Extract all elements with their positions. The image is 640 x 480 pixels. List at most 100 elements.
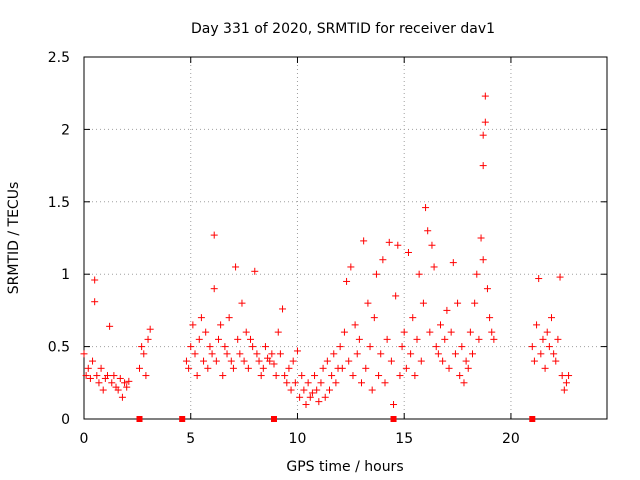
data-point <box>415 270 423 278</box>
data-point <box>210 285 218 293</box>
data-point <box>377 350 385 358</box>
data-point <box>118 393 126 401</box>
data-point <box>289 357 297 365</box>
data-point <box>466 328 474 336</box>
data-point <box>347 263 355 271</box>
data-point <box>270 360 278 368</box>
data-point <box>185 364 193 372</box>
data-point <box>210 231 218 239</box>
data-point <box>530 357 538 365</box>
data-point <box>125 377 133 385</box>
data-point <box>358 379 366 387</box>
data-point <box>439 357 447 365</box>
data-point <box>323 357 331 365</box>
data-point <box>475 335 483 343</box>
data-point <box>469 350 477 358</box>
data-point <box>560 386 568 394</box>
data-point <box>464 364 472 372</box>
data-point <box>436 321 444 329</box>
data-point <box>413 335 421 343</box>
gap-marker <box>179 416 186 422</box>
data-point <box>445 364 453 372</box>
gap-markers <box>136 416 536 422</box>
data-point <box>533 321 541 329</box>
data-point <box>225 314 233 322</box>
data-point <box>202 328 210 336</box>
data-point <box>91 298 99 306</box>
data-point <box>204 364 212 372</box>
data-points <box>80 92 573 409</box>
data-point <box>285 364 293 372</box>
data-point <box>268 350 276 358</box>
data-point <box>424 227 432 235</box>
data-point <box>200 357 208 365</box>
data-point <box>432 343 440 351</box>
data-point <box>400 328 408 336</box>
data-point <box>402 364 410 372</box>
data-point <box>451 350 459 358</box>
data-point <box>325 386 333 394</box>
data-point <box>441 335 449 343</box>
data-point <box>187 343 195 351</box>
data-point <box>242 328 250 336</box>
data-point <box>338 364 346 372</box>
data-point <box>319 364 327 372</box>
data-point <box>317 379 325 387</box>
data-point <box>554 335 562 343</box>
data-point <box>281 372 289 380</box>
data-point <box>300 386 308 394</box>
data-point <box>144 335 152 343</box>
data-point <box>490 335 498 343</box>
y-tick-label: 2 <box>61 122 70 138</box>
data-point <box>488 328 496 336</box>
data-point <box>379 256 387 264</box>
data-point <box>315 398 323 406</box>
data-point <box>362 364 370 372</box>
data-point <box>146 325 154 333</box>
data-point <box>321 393 329 401</box>
data-point <box>543 328 551 336</box>
data-point <box>328 372 336 380</box>
data-point <box>253 350 261 358</box>
data-point <box>398 343 406 351</box>
data-point <box>349 372 357 380</box>
data-point <box>434 350 442 358</box>
data-point <box>304 379 312 387</box>
data-point <box>343 277 351 285</box>
data-point <box>276 350 284 358</box>
data-point <box>353 350 361 358</box>
data-point <box>447 328 455 336</box>
data-point <box>229 364 237 372</box>
data-point <box>366 343 374 351</box>
data-point <box>458 343 466 351</box>
data-point <box>214 335 222 343</box>
data-point <box>287 386 295 394</box>
data-point <box>306 393 314 401</box>
data-point <box>355 335 363 343</box>
data-point <box>261 343 269 351</box>
gap-marker <box>270 416 277 422</box>
data-point <box>95 379 103 387</box>
data-point <box>212 357 220 365</box>
y-tick-label: 0.5 <box>48 340 70 356</box>
x-tick-label: 10 <box>289 431 307 447</box>
data-point <box>407 350 415 358</box>
data-point <box>108 379 116 387</box>
y-axis-label: SRMTID / TECUs <box>6 182 22 295</box>
data-point <box>189 321 197 329</box>
data-point <box>547 314 555 322</box>
y-tick-label: 1 <box>61 267 70 283</box>
data-point <box>471 299 479 307</box>
data-point <box>313 386 321 394</box>
data-point <box>206 343 214 351</box>
data-point <box>404 248 412 256</box>
data-point <box>387 357 395 365</box>
data-point <box>370 314 378 322</box>
axis-ticks <box>83 56 607 420</box>
data-point <box>97 364 105 372</box>
data-point <box>390 401 398 409</box>
data-point <box>419 299 427 307</box>
data-point <box>375 372 383 380</box>
data-point <box>479 162 487 170</box>
data-point <box>462 357 470 365</box>
